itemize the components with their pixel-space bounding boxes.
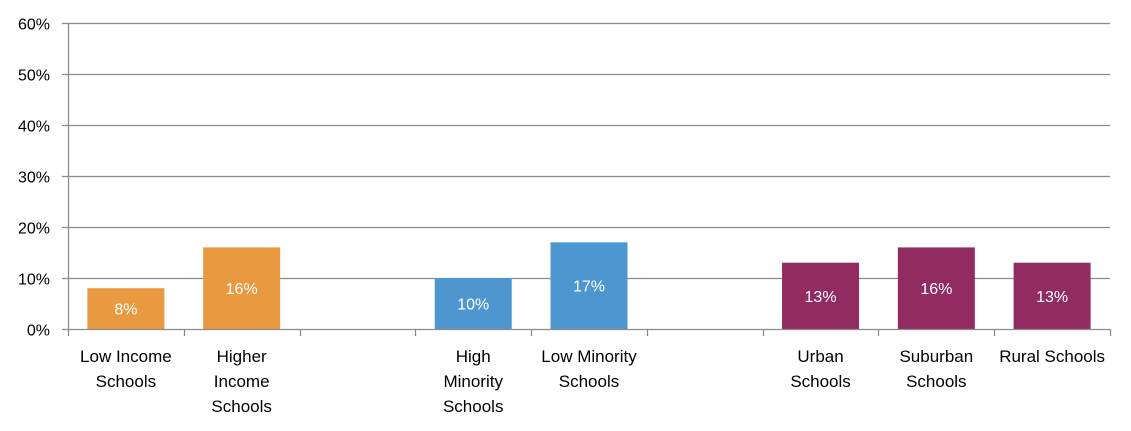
data-label: 13% [1036, 289, 1068, 306]
category-labels: Low Income Schools Higher Income Schools High… [80, 347, 1105, 416]
bar [434, 278, 512, 329]
y-tick-label: 60% [18, 17, 50, 34]
data-label: 16% [920, 281, 952, 298]
data-label: 13% [805, 289, 837, 306]
bar [203, 247, 281, 329]
category-label: Urban [797, 347, 843, 366]
y-tick-label: 10% [18, 272, 50, 289]
category-label: Income [214, 372, 270, 391]
bar [782, 262, 860, 329]
category-label: Suburban [899, 347, 973, 366]
category-label: Minority [443, 372, 503, 391]
y-axis-tick-labels: 0% 10% 20% 30% 40% 50% 60% [18, 17, 50, 340]
category-label: Schools [559, 372, 619, 391]
bar [1013, 262, 1091, 329]
category-label: High [456, 347, 491, 366]
data-label: 16% [226, 281, 258, 298]
y-tick-label: 40% [18, 119, 50, 136]
category-label: Low Income [80, 347, 172, 366]
y-tick-label: 30% [18, 170, 50, 187]
category-label: Schools [790, 372, 850, 391]
bar [87, 288, 165, 329]
data-label: 8% [114, 302, 137, 319]
axes [62, 22, 1112, 336]
category-label: Low Minority [541, 347, 637, 366]
y-tick-label: 50% [18, 68, 50, 85]
data-labels: 8% 16% 10% 17% 13% 16% 13% [114, 279, 1068, 319]
data-label: 17% [573, 279, 605, 296]
bar [550, 242, 628, 329]
bar [897, 247, 975, 329]
y-tick-label: 0% [27, 323, 50, 340]
gridlines [68, 22, 1110, 280]
category-label: Schools [906, 372, 966, 391]
bars [87, 242, 1091, 329]
category-label: Rural Schools [999, 347, 1105, 366]
category-label: Schools [443, 397, 503, 416]
category-label: Schools [96, 372, 156, 391]
category-label: Higher [217, 347, 267, 366]
y-tick-label: 20% [18, 221, 50, 238]
category-label: Schools [211, 397, 271, 416]
data-label: 10% [457, 297, 489, 314]
